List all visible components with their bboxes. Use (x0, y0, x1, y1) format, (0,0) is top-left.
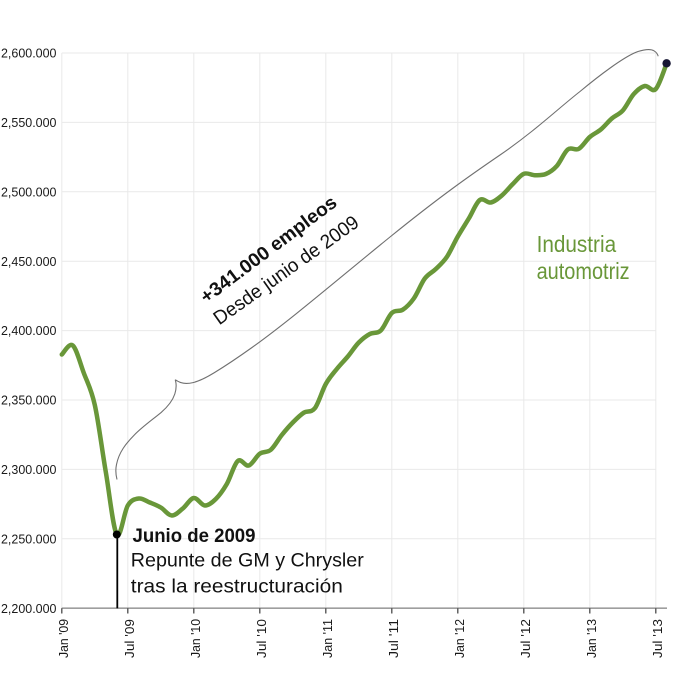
svg-text:2,600.000: 2,600.000 (1, 46, 57, 61)
svg-text:2,200.000: 2,200.000 (1, 601, 57, 616)
svg-text:2,250.000: 2,250.000 (1, 531, 57, 546)
svg-text:2,500.000: 2,500.000 (1, 184, 57, 199)
svg-text:Jul '10: Jul '10 (254, 619, 269, 658)
svg-text:tras la reestructuración: tras la reestructuración (131, 577, 343, 598)
svg-text:Jan '13: Jan '13 (584, 619, 599, 658)
svg-text:automotriz: automotriz (537, 258, 630, 284)
svg-text:2,300.000: 2,300.000 (1, 462, 57, 477)
svg-text:Industria: Industria (537, 231, 617, 257)
svg-text:Repunte de GM y Chrysler: Repunte de GM y Chrysler (131, 551, 365, 572)
svg-text:2,450.000: 2,450.000 (1, 254, 57, 269)
svg-text:2,400.000: 2,400.000 (1, 323, 57, 338)
svg-text:2,550.000: 2,550.000 (1, 115, 57, 130)
svg-text:Jul '09: Jul '09 (122, 619, 137, 658)
svg-text:Jan '11: Jan '11 (320, 619, 335, 658)
svg-text:Jan '12: Jan '12 (452, 619, 467, 658)
svg-text:Junio de 2009: Junio de 2009 (133, 526, 256, 547)
svg-text:Jul '12: Jul '12 (518, 619, 533, 658)
svg-text:Jul '11: Jul '11 (386, 619, 401, 658)
svg-text:2,350.000: 2,350.000 (1, 393, 57, 408)
svg-text:Jan '09: Jan '09 (56, 619, 71, 658)
svg-text:Jul '13: Jul '13 (650, 619, 665, 658)
svg-text:Jan '10: Jan '10 (188, 619, 203, 658)
